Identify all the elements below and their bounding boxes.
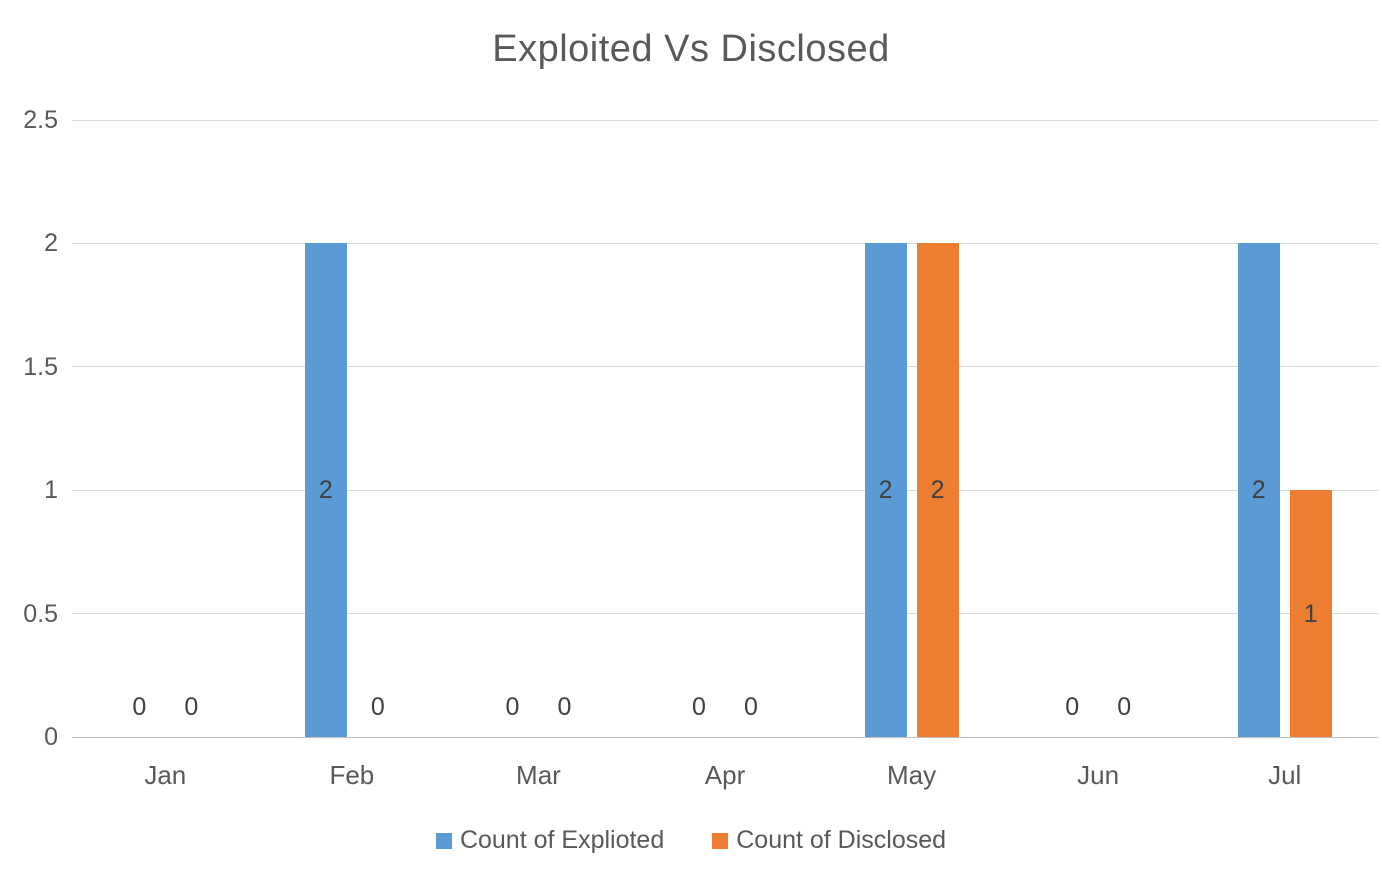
gridline (72, 613, 1378, 615)
y-tick-label: 1.5 (23, 352, 58, 381)
legend-label-count-of-disclosed: Count of Disclosed (736, 826, 947, 854)
gridline (72, 366, 1378, 368)
data-label-count-of-disclosed-may: 2 (930, 476, 945, 505)
data-label-count-of-disclosed-jan: 0 (184, 693, 199, 721)
gridline (72, 489, 1378, 491)
chart-title: Exploited Vs Disclosed (492, 28, 890, 70)
data-label-count-of-disclosed-jun: 0 (1117, 693, 1132, 721)
legend-label-count-of-explioted: Count of Explioted (459, 826, 665, 854)
data-label-count-of-explioted-apr: 0 (692, 693, 706, 721)
x-axis-label-may: May (887, 760, 937, 790)
data-label-count-of-disclosed-feb: 0 (370, 693, 385, 721)
data-label-count-of-disclosed-jul: 1 (1303, 599, 1318, 628)
gridline (72, 119, 1378, 121)
data-label-count-of-disclosed-mar: 0 (557, 693, 572, 721)
data-label-count-of-explioted-jun: 0 (1065, 693, 1080, 721)
y-tick-label: 0 (44, 723, 58, 751)
data-label-count-of-explioted-feb: 2 (318, 476, 333, 505)
bar-count-of-disclosed-may (916, 243, 959, 737)
x-axis-label-jun: Jun (1077, 760, 1120, 790)
legend-item-count-of-disclosed: Count of Disclosed (712, 826, 946, 855)
gridline (72, 242, 1378, 244)
legend: Count of Explioted Count of Disclosed (0, 826, 1382, 855)
y-tick-label: 2 (44, 229, 58, 258)
data-label-count-of-explioted-mar: 0 (505, 693, 520, 721)
legend-swatch-count-of-explioted (435, 832, 452, 849)
bar-count-of-explioted-jul (1237, 243, 1280, 737)
x-axis-line (72, 736, 1378, 738)
x-axis-label-feb: Feb (329, 760, 375, 790)
legend-item-count-of-explioted: Count of Explioted (435, 826, 665, 855)
bar-count-of-explioted-feb (304, 243, 347, 737)
data-label-count-of-disclosed-apr: 0 (744, 693, 758, 721)
x-axis-label-apr: Apr (704, 760, 746, 790)
legend-swatch-count-of-disclosed (712, 832, 729, 849)
data-label-count-of-explioted-jul: 2 (1251, 476, 1266, 505)
y-tick-label: 2.5 (23, 106, 58, 134)
x-axis-label-jul: Jul (1268, 760, 1302, 790)
data-label-count-of-explioted-jan: 0 (132, 693, 147, 721)
x-axis-label-mar: Mar (516, 760, 561, 790)
bar-count-of-disclosed-jul (1289, 490, 1332, 737)
y-tick-label: 0.5 (23, 599, 58, 628)
x-axis-label-jan: Jan (144, 760, 187, 790)
bar-count-of-explioted-may (864, 243, 907, 737)
data-label-count-of-explioted-may: 2 (878, 476, 893, 505)
y-tick-label: 1 (44, 476, 58, 505)
